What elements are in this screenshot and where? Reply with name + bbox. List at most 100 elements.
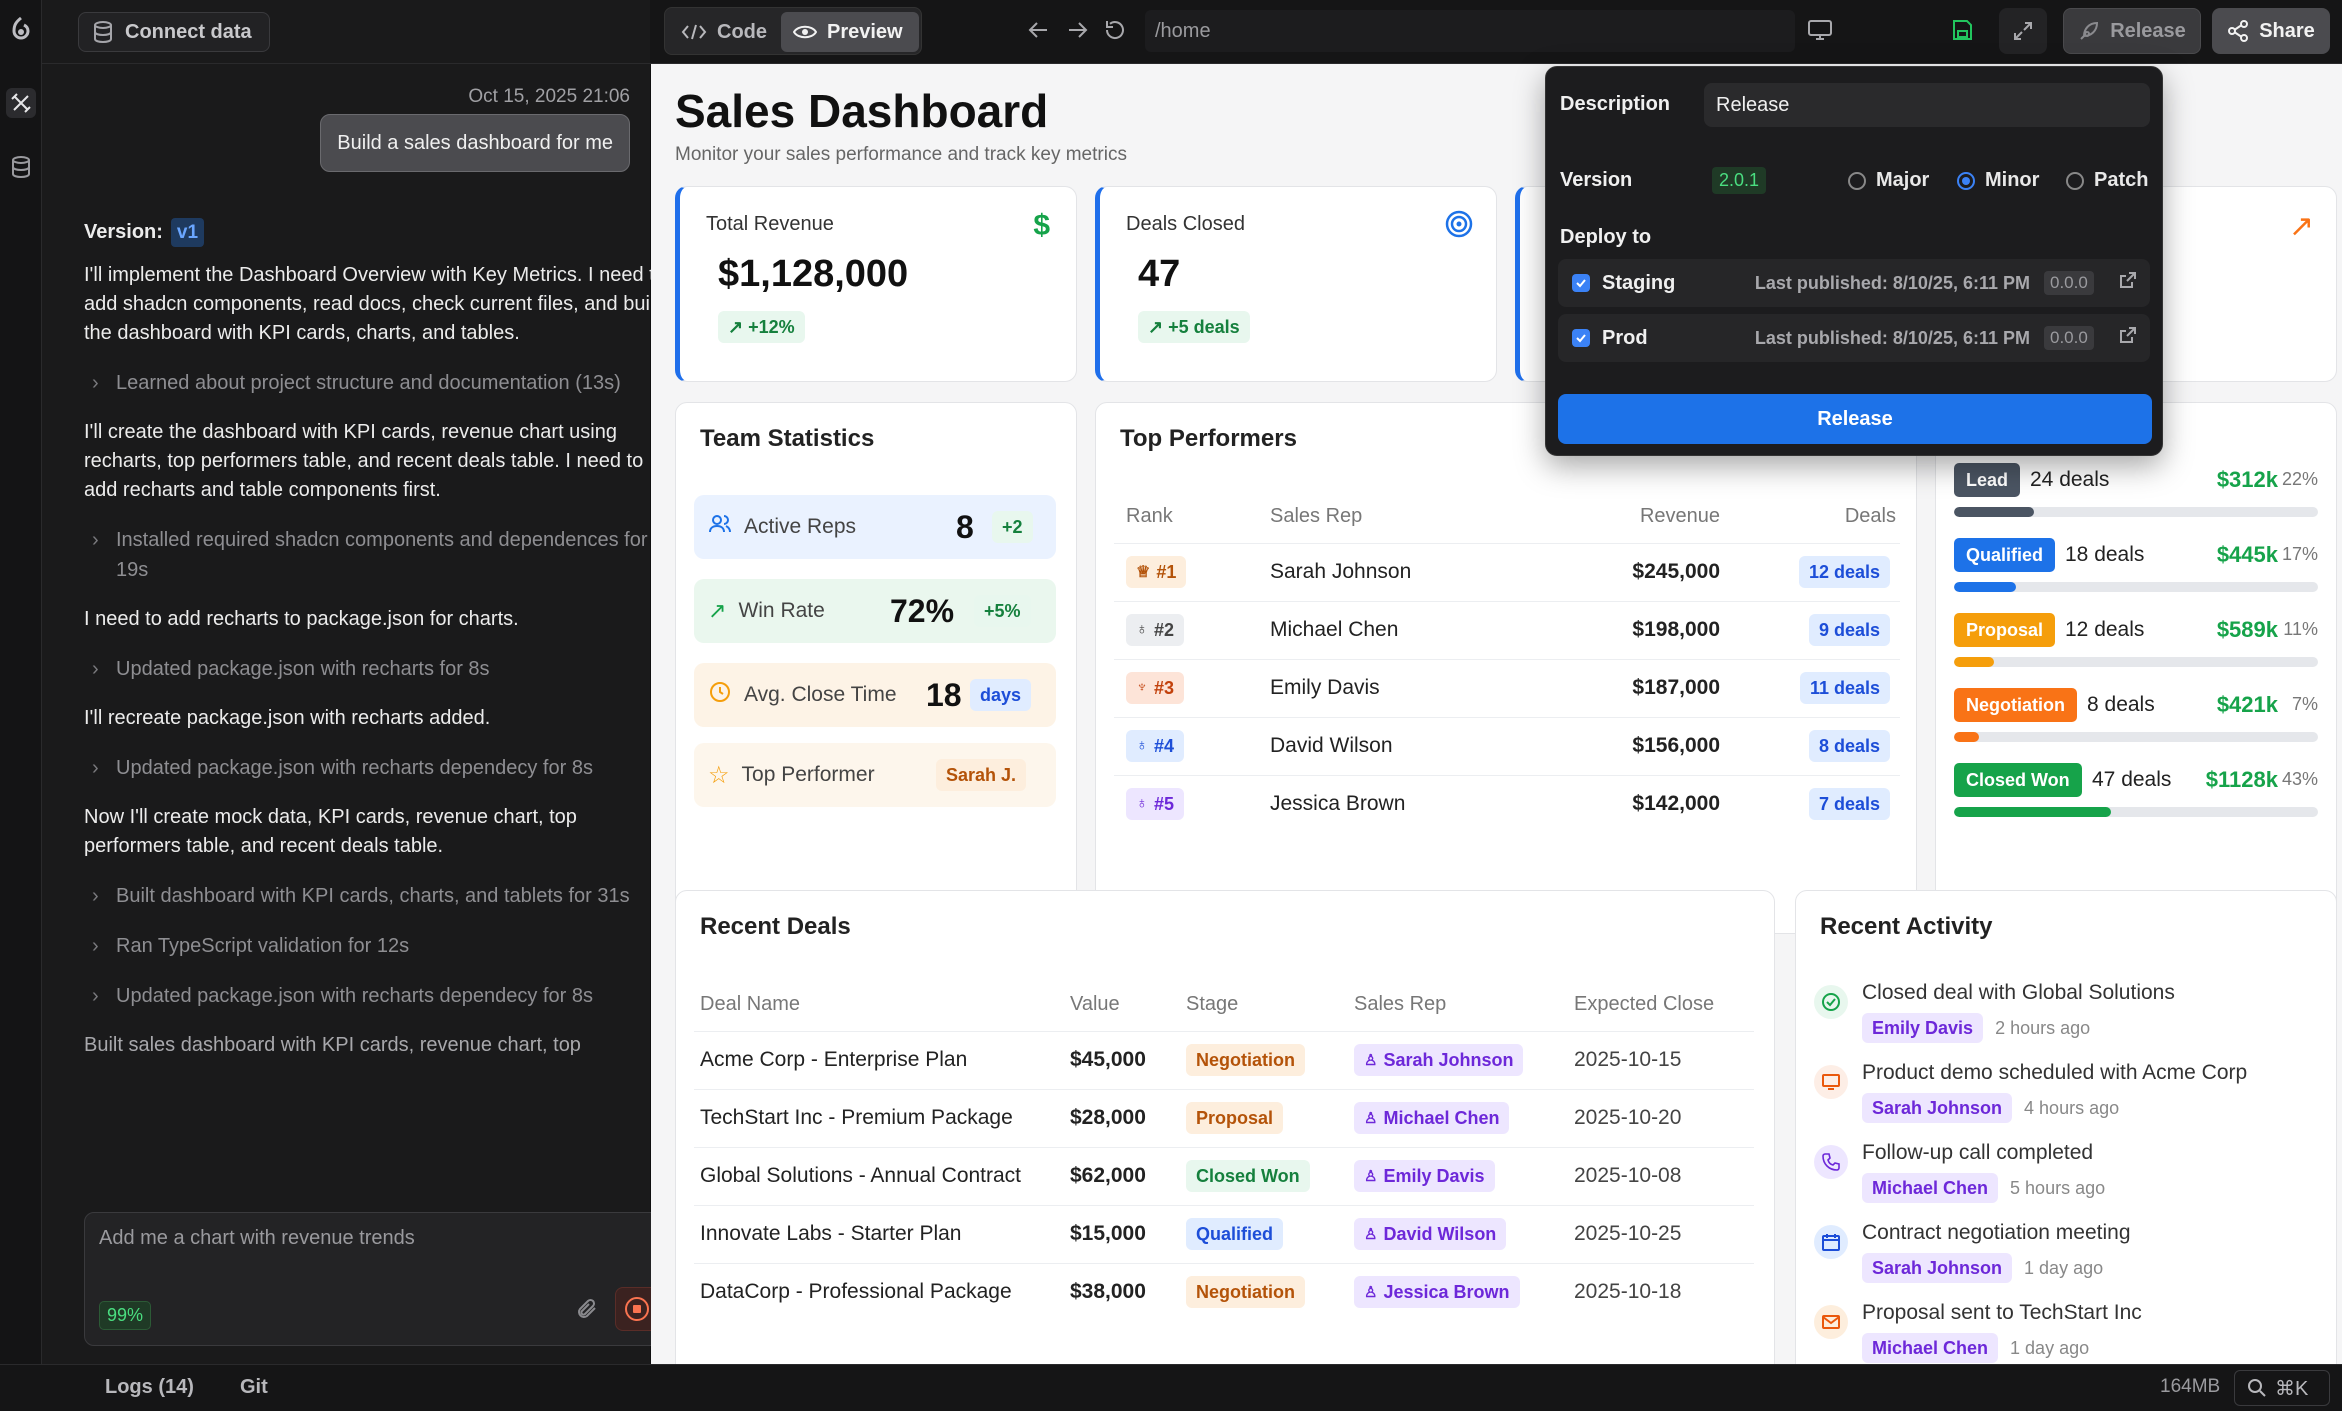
step-item[interactable]: Learned about project structure and docu… xyxy=(84,368,674,398)
rep-name: David Wilson xyxy=(1383,1223,1497,1244)
database-icon[interactable] xyxy=(6,152,36,182)
rep-name: Sarah Johnson xyxy=(1383,1049,1514,1070)
checkbox[interactable] xyxy=(1572,329,1590,347)
user-icon: ♙ xyxy=(1364,1284,1378,1302)
app-logo-icon[interactable] xyxy=(6,14,36,44)
rank-icon: ♁ xyxy=(1136,737,1148,754)
user-icon: ♙ xyxy=(1364,1168,1378,1185)
release-button[interactable]: Release xyxy=(1558,394,2152,444)
radio-label: Major xyxy=(1876,169,1930,191)
forward-arrow-icon[interactable] xyxy=(1065,18,1089,47)
step-item[interactable]: Updated package.json with recharts depen… xyxy=(84,981,674,1011)
table-row[interactable]: DataCorp - Professional Package $38,000 Ne… xyxy=(694,1262,1754,1321)
radio-major[interactable]: Major xyxy=(1848,169,1929,192)
stage-badge: Negotiation xyxy=(1954,688,2077,722)
rep-badge: ♙ Sarah Johnson xyxy=(1354,1044,1524,1076)
rank-text: #5 xyxy=(1154,793,1175,814)
expected-close: 2025-10-18 xyxy=(1574,1262,1754,1321)
release-popover: Description Release Version 2.0.1 Major … xyxy=(1545,66,2163,456)
rank-icon: ♁ xyxy=(1136,621,1148,638)
description-input[interactable]: Release xyxy=(1704,83,2150,127)
column-header: Sales Rep xyxy=(1354,993,1447,1016)
chat-input[interactable]: Add me a chart with revenue trends 99% xyxy=(84,1212,672,1346)
rank-badge: ♁ #2 xyxy=(1126,614,1185,646)
chat-input-placeholder[interactable]: Add me a chart with revenue trends xyxy=(99,1227,415,1249)
external-link-icon[interactable] xyxy=(2118,325,2138,351)
stop-icon xyxy=(625,1297,649,1321)
stage-bar xyxy=(1954,507,2318,517)
stage-deals: 24 deals xyxy=(2030,468,2110,491)
deploy-target-staging[interactable]: Staging Last published: 8/10/25, 6:11 PM… xyxy=(1558,259,2150,307)
back-arrow-icon[interactable] xyxy=(1027,18,1051,47)
step-item[interactable]: Updated package.json with recharts for 8… xyxy=(84,654,674,684)
deploy-to-label: Deploy to xyxy=(1560,226,1652,248)
stage-deals: 18 deals xyxy=(2065,543,2145,566)
refresh-icon[interactable] xyxy=(1103,18,1127,47)
design-icon[interactable] xyxy=(6,88,36,118)
desktop-icon[interactable] xyxy=(1807,18,1833,47)
radio-minor[interactable]: Minor xyxy=(1957,169,2039,192)
radio-dot xyxy=(2066,171,2084,190)
deal-value: $28,000 xyxy=(1070,1088,1186,1147)
rep-cell: ♙ Jessica Brown xyxy=(1354,1262,1574,1321)
external-link-icon[interactable] xyxy=(2118,270,2138,296)
connect-data-label: Connect data xyxy=(125,20,252,43)
step-item[interactable]: Built dashboard with KPI cards, charts, … xyxy=(84,881,674,911)
expand-button[interactable] xyxy=(1999,8,2047,54)
release-toolbar-button[interactable]: Release xyxy=(2063,8,2201,54)
deploy-target-prod[interactable]: Prod Last published: 8/10/25, 6:11 PM 0.… xyxy=(1558,314,2150,362)
checkbox[interactable] xyxy=(1572,274,1590,292)
stage-deals: 12 deals xyxy=(2065,618,2145,641)
command-search-button[interactable]: ⌘K xyxy=(2234,1370,2330,1406)
user-message: Build a sales dashboard for me xyxy=(320,114,630,172)
url-bar[interactable]: /home xyxy=(1145,10,1795,52)
deal-name: DataCorp - Professional Package xyxy=(694,1262,1070,1321)
top-performer-badge: Sarah J. xyxy=(936,759,1027,791)
rep-name: Michael Chen xyxy=(1270,600,1530,659)
monitor-icon xyxy=(1814,1065,1848,1099)
table-row[interactable]: TechStart Inc - Premium Package $28,000 Pr… xyxy=(694,1088,1754,1147)
target-name: Staging xyxy=(1602,271,1676,294)
rank-cell: ♕ #1 xyxy=(1114,542,1270,601)
column-header: Deals xyxy=(1844,505,1896,528)
stage-cell: Negotiation xyxy=(1186,1030,1354,1089)
table-row[interactable]: Innovate Labs - Starter Plan $15,000 Quali… xyxy=(694,1204,1754,1263)
kpi-label: Total Revenue xyxy=(706,213,834,235)
stat-label: Active Reps xyxy=(744,515,857,538)
assistant-message: I'll recreate package.json with recharts… xyxy=(84,707,491,729)
expected-close: 2025-10-25 xyxy=(1574,1204,1754,1263)
last-published: Last published: 8/10/25, 6:11 PM xyxy=(1754,272,2030,293)
stat-label: Avg. Close Time xyxy=(744,683,897,706)
share-button[interactable]: Share xyxy=(2212,8,2330,54)
stat-label: Win Rate xyxy=(738,599,825,622)
preview-tab[interactable]: Preview xyxy=(781,12,919,52)
table-row[interactable]: Global Solutions - Annual Contract $62,00… xyxy=(694,1146,1754,1205)
logs-tab[interactable]: Logs (14) xyxy=(105,1376,194,1398)
radio-patch[interactable]: Patch xyxy=(2066,169,2148,192)
connect-data-button[interactable]: Connect data xyxy=(78,12,270,52)
activity-title: Proposal sent to TechStart Inc xyxy=(1862,1301,2142,1324)
rep-name: Michael Chen xyxy=(1383,1107,1500,1128)
search-icon xyxy=(2248,1379,2266,1397)
table-row[interactable]: Acme Corp - Enterprise Plan $45,000 Negoti… xyxy=(694,1030,1754,1089)
rep-name: Sarah Johnson xyxy=(1270,542,1530,601)
revenue-cell: $156,000 xyxy=(1530,716,1720,775)
code-tab[interactable]: Code xyxy=(669,12,779,52)
stage-value: $589k xyxy=(2216,617,2278,642)
step-item[interactable]: Installed required shadcn components and… xyxy=(84,525,674,585)
column-header: Sales Rep xyxy=(1270,505,1363,528)
step-item[interactable]: Ran TypeScript validation for 12s xyxy=(84,931,674,961)
assistant-message: I'll create the dashboard with KPI cards… xyxy=(84,421,644,501)
step-item[interactable]: Updated package.json with recharts depen… xyxy=(84,753,674,783)
activity-meta: Michael Chen 5 hours ago xyxy=(1862,1173,2105,1203)
git-tab[interactable]: Git xyxy=(240,1376,268,1398)
paperclip-icon[interactable] xyxy=(575,1297,599,1326)
rep-cell: ♙ David Wilson xyxy=(1354,1204,1574,1263)
deals-cell: 11 deals xyxy=(1720,658,1900,717)
team-statistics-card: Team Statistics Active Reps 8 +2 ↗ Win R… xyxy=(675,402,1077,934)
save-icon[interactable] xyxy=(1950,18,1974,47)
expected-close: 2025-10-08 xyxy=(1574,1146,1754,1205)
assistant-message: Built sales dashboard with KPI cards, re… xyxy=(84,1034,581,1056)
activity-time: 4 hours ago xyxy=(2024,1097,2120,1118)
stage-value: $312k xyxy=(2216,467,2278,492)
